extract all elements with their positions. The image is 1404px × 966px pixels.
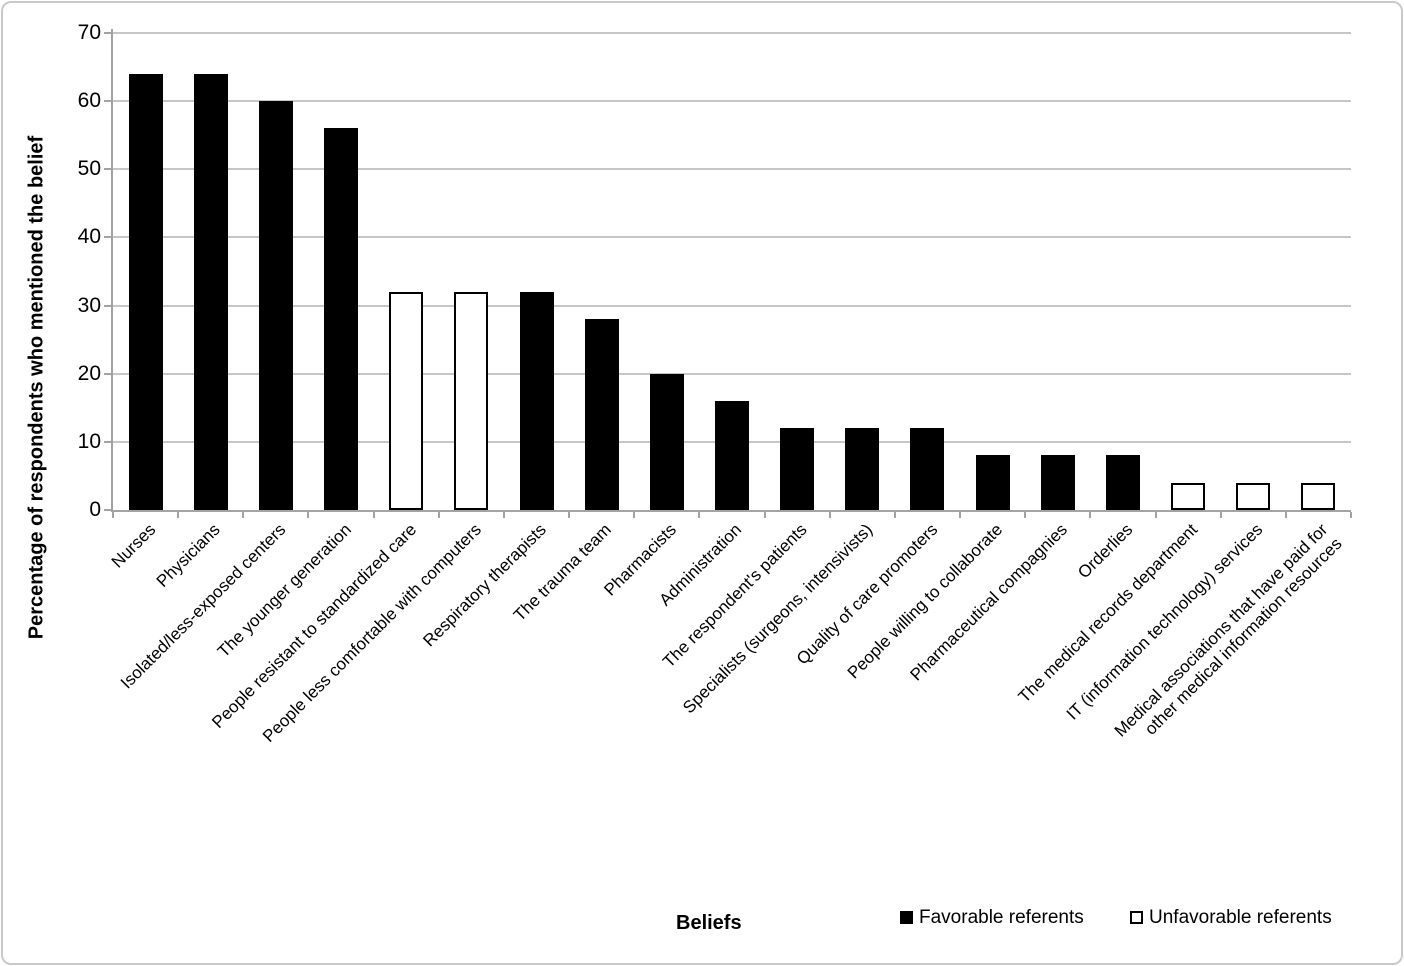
x-axis-tick: [1024, 512, 1027, 518]
gridline: [113, 100, 1351, 103]
x-axis-line: [111, 510, 1351, 512]
unfavorable-referents-swatch-icon: [1130, 911, 1143, 924]
bar: [324, 128, 359, 510]
y-axis-tick: [104, 100, 113, 103]
x-axis-tick: [1284, 512, 1287, 518]
y-axis-tick-label: 60: [77, 89, 101, 113]
x-axis-tick: [1089, 512, 1092, 518]
x-axis-title: Beliefs: [676, 912, 742, 934]
x-axis-tick: [372, 512, 375, 518]
y-axis-line: [111, 29, 113, 512]
bar: [1236, 482, 1271, 510]
bar: [1105, 455, 1140, 510]
y-axis-tick-label: 30: [77, 293, 101, 317]
bar: [1301, 482, 1336, 510]
category-label: Orderlies: [1074, 520, 1137, 583]
y-axis-tick: [104, 440, 113, 443]
x-axis-tick: [568, 512, 571, 518]
legend-label-favorable: Favorable referents: [919, 907, 1084, 928]
legend-item-favorable: Favorable referents: [900, 906, 1084, 930]
x-axis-tick: [698, 512, 701, 518]
bar: [845, 428, 880, 510]
gridline: [113, 168, 1351, 171]
gridline: [113, 32, 1351, 34]
x-axis-tick: [1154, 512, 1157, 518]
x-axis-tick: [633, 512, 636, 518]
y-axis-tick: [104, 372, 113, 375]
y-axis-tick-label: 40: [77, 225, 101, 249]
bar: [584, 319, 619, 510]
x-axis-tick: [893, 512, 896, 518]
x-axis-tick: [437, 512, 440, 518]
bar: [649, 373, 684, 510]
bar: [910, 428, 945, 510]
y-axis-tick: [104, 168, 113, 171]
y-axis-tick: [104, 32, 113, 34]
favorable-referents-swatch-icon: [900, 911, 913, 924]
category-label: Respiratory therapists: [419, 520, 550, 651]
gridline: [113, 236, 1351, 239]
x-axis-tick: [959, 512, 962, 518]
y-axis-tick-label: 70: [77, 21, 101, 44]
x-axis-tick: [828, 512, 831, 518]
bar: [454, 291, 489, 510]
bar: [1040, 455, 1075, 510]
x-axis-tick: [307, 512, 310, 518]
gridline: [113, 304, 1351, 307]
y-axis-title: Percentage of respondents who mentioned …: [25, 135, 48, 640]
legend-label-unfavorable: Unfavorable referents: [1149, 907, 1332, 928]
x-axis-tick: [1219, 512, 1222, 518]
bar: [258, 101, 293, 510]
bar: [1171, 482, 1206, 510]
x-axis-tick: [112, 512, 114, 518]
bar: [780, 428, 815, 510]
x-axis-tick: [502, 512, 505, 518]
y-axis-tick: [104, 304, 113, 307]
legend-item-unfavorable: Unfavorable referents: [1130, 906, 1332, 930]
x-axis-tick: [763, 512, 766, 518]
x-axis-tick: [177, 512, 180, 518]
y-axis-tick-label: 20: [77, 361, 101, 385]
y-axis-tick: [104, 236, 113, 239]
bar: [715, 400, 749, 510]
bar: [389, 291, 424, 510]
bar: [193, 73, 228, 510]
bar: [975, 455, 1010, 510]
bar: [128, 73, 163, 510]
y-axis-tick-label: 50: [77, 157, 101, 181]
bar-chart-plot-area: 0 10 20 30 40 50 60 70 Nurses Physicians Isolated/…: [3, 3, 1401, 963]
gridline: [113, 372, 1351, 375]
x-axis-tick: [242, 512, 245, 518]
y-axis-tick-label: 0: [89, 498, 101, 521]
y-axis-tick: [104, 509, 113, 511]
x-axis-tick: [1350, 512, 1352, 518]
y-axis-tick-label: 10: [77, 429, 101, 453]
bar: [519, 291, 554, 510]
category-label: Nurses: [107, 520, 160, 572]
